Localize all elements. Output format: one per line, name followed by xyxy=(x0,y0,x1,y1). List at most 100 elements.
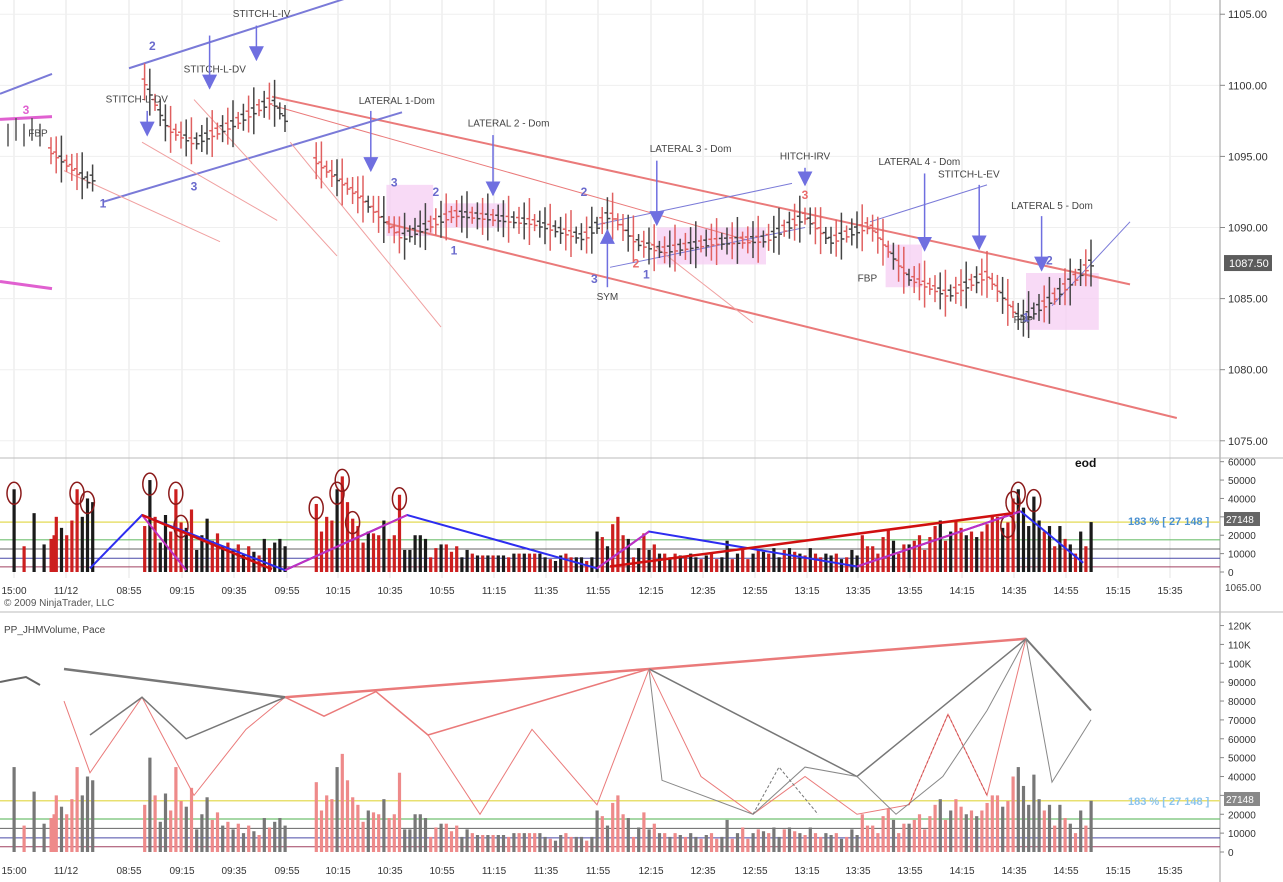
pace-bar xyxy=(163,793,168,852)
time-tick-label: 13:55 xyxy=(897,866,922,877)
wave-point-label: 2 xyxy=(432,185,439,199)
volume-bar xyxy=(1063,538,1067,572)
time-tick-label: 11:55 xyxy=(586,586,611,597)
volume-bar xyxy=(1011,498,1015,572)
pace-bar xyxy=(54,795,58,852)
pace-bar xyxy=(189,787,194,852)
pace-bar xyxy=(741,827,745,852)
pace-bar xyxy=(912,819,916,852)
pace-bar xyxy=(881,816,885,852)
volume-bar xyxy=(699,559,703,572)
time-tick-label: 13:35 xyxy=(845,866,870,877)
pace-bar xyxy=(215,812,220,852)
volume-bar xyxy=(345,502,350,572)
volume-bar xyxy=(335,489,339,572)
pace-bar xyxy=(210,819,214,852)
pace-bar xyxy=(1021,785,1026,852)
pace-bar xyxy=(668,836,672,852)
pace-bar xyxy=(335,767,339,852)
pace-bar xyxy=(345,780,350,852)
pace-bar xyxy=(548,838,552,852)
pace-bar xyxy=(845,836,849,852)
annotation-label: STITCH-L-DV xyxy=(106,94,169,105)
pace-bar xyxy=(907,823,911,852)
time-tick-label: 15:00 xyxy=(1,866,26,877)
time-tick-label: 10:55 xyxy=(429,586,454,597)
pace-bar xyxy=(689,833,693,852)
pace-bar xyxy=(990,795,994,852)
trend-channel-line xyxy=(0,280,53,291)
time-tick-label: 11:15 xyxy=(482,586,507,597)
pace-bar xyxy=(486,835,490,852)
pace-bar xyxy=(949,810,953,852)
volume-bar xyxy=(657,553,662,572)
pace-bar xyxy=(226,821,230,852)
time-tick-label: 11/12 xyxy=(54,866,79,877)
pace-wave xyxy=(63,667,286,699)
pace-wave xyxy=(908,713,988,806)
peak-marker xyxy=(334,468,350,493)
volume-bar xyxy=(143,526,147,572)
pace-bar xyxy=(1037,799,1041,852)
time-tick-label: 14:55 xyxy=(1053,586,1078,597)
annotation-label: STITCH-L-EV xyxy=(938,170,1000,181)
volume-bar xyxy=(267,548,272,572)
pace-bar xyxy=(1006,801,1010,852)
volume-bar xyxy=(314,503,318,572)
pace-bar xyxy=(382,799,386,852)
volume-bar xyxy=(756,549,760,572)
pace-bar xyxy=(611,802,615,852)
price-tick-label: 1090.00 xyxy=(1228,223,1268,235)
volume-bar xyxy=(891,540,896,572)
volume-bar xyxy=(52,535,56,572)
pace-bar xyxy=(819,836,823,852)
pace-bar xyxy=(720,836,724,852)
pace-bar xyxy=(709,833,714,852)
volume-bar xyxy=(512,553,516,572)
pace-bar xyxy=(678,835,682,852)
volume-bar xyxy=(241,553,246,572)
volume-bar xyxy=(1073,553,1078,572)
pace-bar xyxy=(32,791,36,852)
pace-title: PP_JHMVolume, Pace xyxy=(4,625,106,636)
pace-bar xyxy=(886,808,890,852)
volume-bar xyxy=(1016,489,1020,572)
pace-bar xyxy=(637,827,641,852)
volume-bar xyxy=(319,531,324,572)
wave-point-label: 2 xyxy=(1046,253,1053,267)
volume-bar xyxy=(850,549,854,572)
pace-tick-label: 80000 xyxy=(1228,697,1256,708)
wave-point-label: 2 xyxy=(581,185,588,199)
time-tick-label: 14:35 xyxy=(1001,866,1026,877)
peak-marker xyxy=(6,481,22,506)
volume-bar xyxy=(465,549,469,572)
pace-bar xyxy=(1053,825,1057,852)
volume-bar xyxy=(85,498,90,572)
vol-marker-value: 27148 xyxy=(1226,515,1254,526)
volume-bar xyxy=(897,553,901,572)
pace-bar xyxy=(1084,825,1088,852)
pace-bar xyxy=(205,797,209,852)
time-tick-label: 10:35 xyxy=(377,586,402,597)
time-tick-label: 09:35 xyxy=(221,586,246,597)
pace-bar xyxy=(897,833,901,852)
volume-wave xyxy=(141,513,273,571)
pace-bar xyxy=(1027,804,1031,852)
vol-marker-box xyxy=(1224,512,1260,526)
wave-point-label: 1 xyxy=(100,197,107,211)
pace-bar xyxy=(75,767,79,852)
eod-label: eod xyxy=(1075,456,1096,470)
volume-bar xyxy=(574,557,578,572)
pace-bar xyxy=(179,801,183,852)
volume-bar xyxy=(917,535,922,572)
pace-bar xyxy=(543,836,547,852)
volume-bar xyxy=(881,537,885,572)
pace-bar xyxy=(585,840,589,852)
annotation-label: LATERAL 3 - Dom xyxy=(650,144,732,155)
pace-bar xyxy=(834,833,838,852)
volume-bar xyxy=(533,553,537,572)
volume-bar xyxy=(1068,544,1072,572)
pace-tick-label: 90000 xyxy=(1228,678,1256,689)
